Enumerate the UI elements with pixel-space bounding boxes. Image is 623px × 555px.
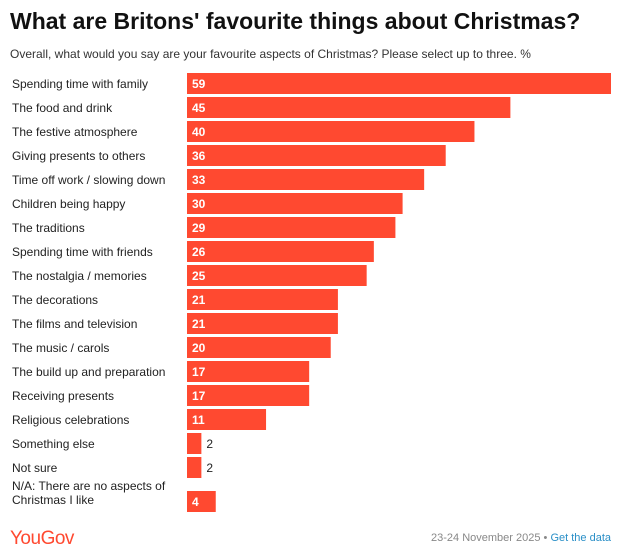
category-label: The food and drink [12, 101, 113, 115]
category-label: Not sure [12, 461, 58, 475]
value-label: 36 [192, 149, 206, 163]
category-label: The films and television [12, 317, 137, 331]
value-label: 4 [192, 495, 199, 509]
bar [187, 241, 374, 262]
bar [187, 217, 396, 238]
value-label: 21 [192, 293, 206, 307]
value-label: 17 [192, 389, 206, 403]
category-label: Giving presents to others [12, 149, 145, 163]
category-label: Spending time with friends [12, 245, 153, 259]
value-label: 11 [192, 413, 205, 427]
category-label: Something else [12, 437, 95, 451]
value-label: 2 [206, 437, 213, 451]
bar [187, 97, 511, 118]
value-label: 26 [192, 245, 206, 259]
category-label: The nostalgia / memories [12, 269, 147, 283]
category-label: N/A: There are no aspects of Christmas I … [12, 479, 166, 507]
bar [187, 73, 611, 94]
bar [187, 313, 338, 334]
value-label: 33 [192, 173, 206, 187]
chart-subtitle: Overall, what would you say are your fav… [10, 47, 531, 61]
value-label: 29 [192, 221, 206, 235]
bar [187, 193, 403, 214]
value-label: 21 [192, 317, 206, 331]
get-the-data-link[interactable]: Get the data [550, 532, 611, 544]
value-label: 59 [192, 77, 206, 91]
chart-title: What are Britons' favourite things about… [10, 8, 581, 34]
value-label: 30 [192, 197, 206, 211]
bar [187, 169, 425, 190]
value-label: 40 [192, 125, 206, 139]
value-label: 45 [192, 101, 206, 115]
category-label: The music / carols [12, 341, 109, 355]
category-label: The decorations [12, 293, 98, 307]
value-label: 17 [192, 365, 206, 379]
category-label: Children being happy [12, 197, 125, 211]
bar [187, 121, 475, 142]
footer-source: 23-24 November 2025 • Get the data [431, 532, 611, 544]
value-label: 2 [206, 461, 213, 475]
footer-separator: • [543, 532, 548, 544]
category-label: Receiving presents [12, 389, 114, 403]
bar [187, 145, 446, 166]
bar [187, 289, 338, 310]
bar [187, 409, 267, 430]
bar [187, 491, 216, 512]
bar [187, 337, 331, 358]
category-label: Time off work / slowing down [12, 173, 165, 187]
category-label: The festive atmosphere [12, 125, 138, 139]
value-label: 20 [192, 341, 206, 355]
value-label: 25 [192, 269, 206, 283]
bar-chart: Spending time with family 59 The food and … [12, 73, 611, 512]
footer-date: 23-24 November 2025 [431, 532, 541, 544]
yougov-logo: YouGov [10, 528, 74, 549]
category-label: Spending time with family [12, 77, 148, 91]
bar [187, 265, 367, 286]
bar [187, 385, 310, 406]
category-label: The build up and preparation [12, 365, 165, 379]
bar [187, 433, 202, 454]
bar [187, 457, 202, 478]
category-label: The traditions [12, 221, 85, 235]
category-label: Religious celebrations [12, 413, 129, 427]
bar [187, 361, 310, 382]
